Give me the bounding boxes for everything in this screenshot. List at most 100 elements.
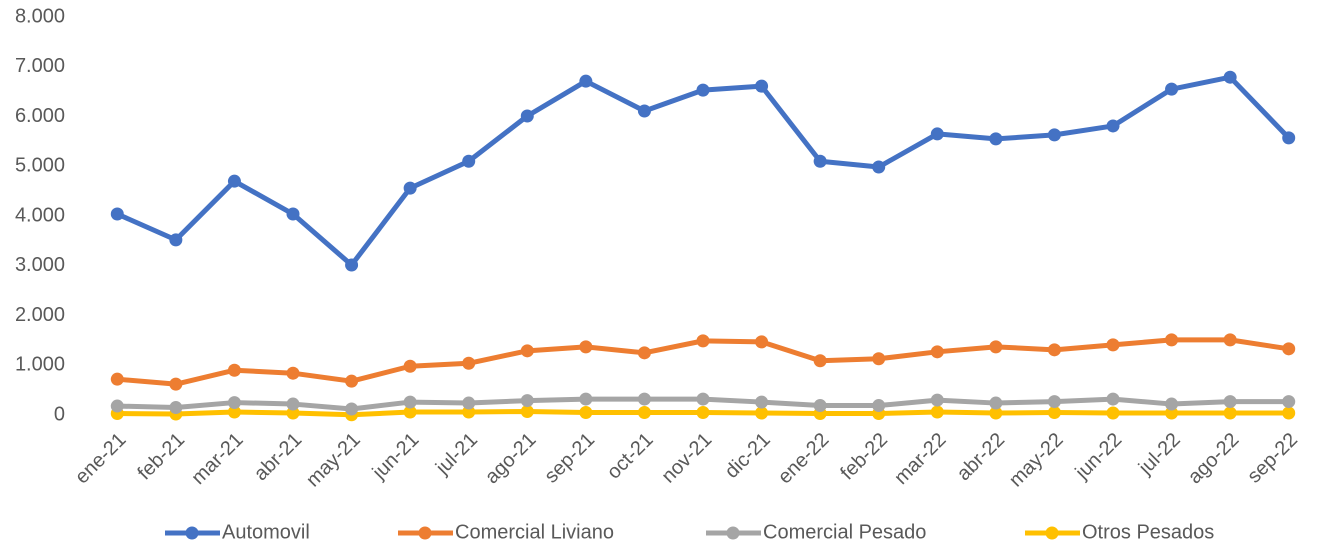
point — [637, 104, 651, 118]
point — [1223, 395, 1237, 409]
y-tick-label: 2.000 — [15, 304, 65, 326]
point — [1047, 395, 1061, 409]
point — [227, 396, 241, 410]
legend-label: Automovil — [222, 521, 310, 543]
point — [1282, 395, 1296, 409]
point — [520, 109, 534, 123]
point — [169, 233, 183, 247]
point — [403, 181, 417, 195]
x-tick-label: jul-22 — [1134, 429, 1185, 480]
point — [696, 392, 710, 406]
point — [1106, 338, 1120, 352]
point — [1282, 342, 1296, 356]
x-tick-label: jul-21 — [431, 429, 482, 480]
point — [462, 396, 476, 410]
x-tick-label: may-21 — [302, 429, 365, 492]
point — [520, 394, 534, 408]
point — [579, 340, 593, 354]
point — [1165, 406, 1179, 420]
point — [1223, 70, 1237, 84]
x-tick-label: abr-22 — [953, 429, 1009, 485]
y-tick-label: 3.000 — [15, 254, 65, 276]
point — [286, 397, 300, 411]
x-tick-label: feb-22 — [836, 429, 892, 485]
point — [755, 406, 769, 420]
point — [462, 405, 476, 419]
point — [1282, 131, 1296, 145]
point — [755, 335, 769, 349]
point — [110, 399, 124, 413]
point — [110, 207, 124, 221]
point — [989, 406, 1003, 420]
x-tick-label: ago-21 — [481, 429, 541, 489]
y-tick-label: 7.000 — [15, 55, 65, 77]
y-tick-label: 5.000 — [15, 155, 65, 177]
point — [345, 258, 359, 272]
x-tick-label: jun-21 — [368, 429, 424, 485]
y-tick-label: 4.000 — [15, 204, 65, 226]
point — [227, 363, 241, 377]
y-tick-label: 1.000 — [15, 354, 65, 376]
point — [403, 359, 417, 373]
legend-label: Otros Pesados — [1082, 521, 1214, 543]
x-tick-label: sep-22 — [1243, 429, 1302, 488]
point — [755, 79, 769, 93]
point — [1106, 119, 1120, 133]
x-tick-label: dic-21 — [721, 429, 775, 483]
series-line — [116, 74, 1291, 268]
y-tick-label: 8.000 — [15, 5, 65, 27]
x-tick-label: ene-22 — [774, 429, 834, 489]
x-tick-label: mar-21 — [187, 429, 247, 489]
point — [1223, 406, 1237, 420]
point — [520, 344, 534, 358]
point — [637, 346, 651, 360]
legend-label: Comercial Pesado — [763, 521, 926, 543]
point — [989, 340, 1003, 354]
point — [872, 352, 886, 366]
point — [1106, 392, 1120, 406]
legend-marker — [1045, 526, 1059, 540]
point — [169, 377, 183, 391]
point — [813, 354, 827, 368]
y-tick-label: 0 — [54, 403, 65, 425]
point — [637, 392, 651, 406]
point — [579, 406, 593, 420]
legend-label: Comercial Liviano — [455, 521, 614, 543]
point — [696, 334, 710, 348]
point — [755, 395, 769, 409]
legend-marker — [726, 526, 740, 540]
x-tick-label: nov-21 — [657, 429, 716, 488]
point — [1047, 128, 1061, 142]
point — [872, 399, 886, 413]
point — [1165, 397, 1179, 411]
point — [813, 399, 827, 413]
point — [930, 405, 944, 419]
point — [462, 154, 476, 168]
point — [930, 127, 944, 141]
point — [989, 132, 1003, 146]
point — [813, 154, 827, 168]
point — [286, 406, 300, 420]
point — [1282, 406, 1296, 420]
point — [1047, 343, 1061, 357]
point — [227, 405, 241, 419]
x-tick-label: abr-21 — [250, 429, 306, 485]
point — [227, 174, 241, 188]
legend-marker — [185, 526, 199, 540]
point — [696, 83, 710, 97]
point — [169, 401, 183, 415]
x-tick-label: feb-21 — [133, 429, 189, 485]
x-tick-label: sep-21 — [540, 429, 599, 488]
point — [1165, 82, 1179, 96]
point — [1223, 333, 1237, 347]
point — [286, 366, 300, 380]
point — [286, 207, 300, 221]
point — [462, 356, 476, 370]
point — [345, 374, 359, 388]
legend-marker — [418, 526, 432, 540]
x-tick-label: jun-22 — [1071, 429, 1127, 485]
point — [1106, 406, 1120, 420]
point — [1165, 333, 1179, 347]
point — [403, 405, 417, 419]
